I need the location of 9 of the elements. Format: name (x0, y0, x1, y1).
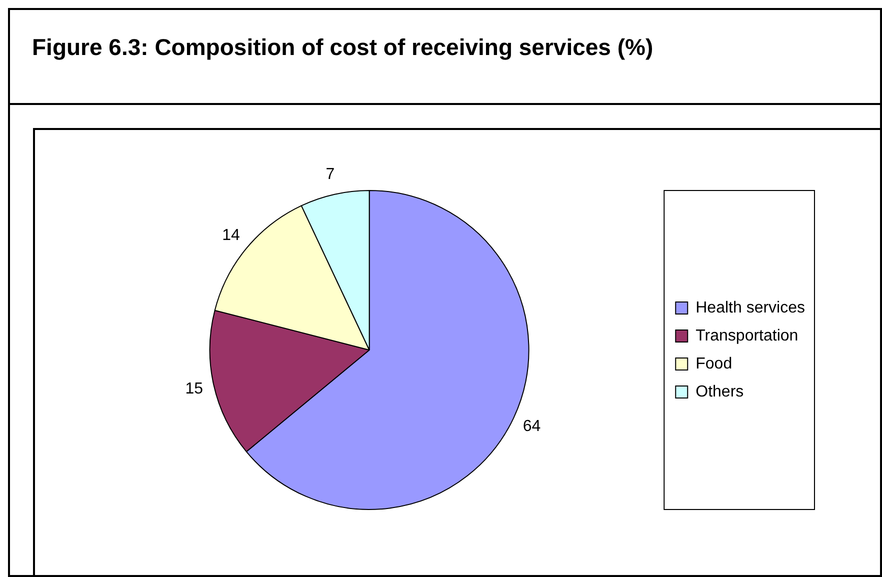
data-label: 15 (185, 380, 204, 398)
legend-label: Transportation (696, 327, 798, 344)
data-label: 14 (222, 226, 240, 244)
legend-label: Food (696, 355, 732, 372)
chart-title: Figure 6.3: Composition of cost of receiving services (%) (10, 10, 880, 105)
legend-label: Health services (696, 299, 805, 316)
data-label: 64 (522, 418, 541, 435)
legend-label: Others (696, 383, 744, 400)
data-label: 7 (326, 166, 335, 184)
